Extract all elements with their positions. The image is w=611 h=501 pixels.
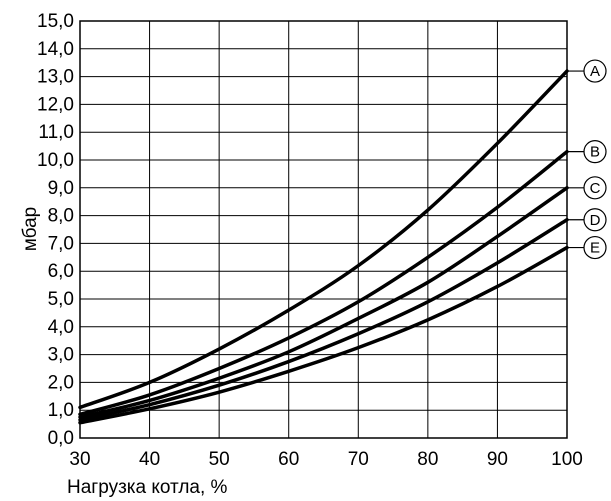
x-tick-label: 50: [209, 449, 230, 470]
y-tick-label: 6,0: [48, 261, 74, 282]
y-tick-label: 2,0: [48, 372, 74, 393]
y-tick-label: 0,0: [48, 428, 74, 449]
series-marker-circle: [583, 176, 607, 200]
y-tick-label: 12,0: [37, 94, 74, 115]
series-marker-circle: [583, 235, 607, 260]
y-tick-label: 10,0: [37, 150, 74, 171]
series-line-B: [78, 149, 569, 417]
x-tick-label: 90: [487, 449, 508, 470]
x-axis-label: Нагрузка котла, %: [67, 477, 228, 498]
series-line-D: [78, 218, 569, 422]
series-marker-label-C: C: [590, 180, 601, 197]
x-tick-label: 70: [348, 449, 369, 470]
y-tick-labels: 0,0 1,0 2,0 3,0 4,0 5,0 6,0 7,0 8,0 9,0 10,0 11,0 12…: [37, 11, 74, 449]
series-marker-circle: [583, 208, 607, 232]
series-marker-circle: [583, 59, 607, 83]
y-tick-label: 3,0: [48, 345, 74, 366]
series-marker-label-E: E: [590, 240, 600, 257]
x-tick-label: 100: [551, 449, 583, 470]
y-tick-label: 9,0: [48, 178, 74, 199]
series-layer: [78, 69, 569, 425]
series-line-E: [78, 245, 569, 425]
y-tick-label: 13,0: [37, 67, 74, 88]
y-tick-label: 14,0: [37, 39, 74, 60]
x-tick-label: 30: [69, 449, 90, 470]
y-tick-label: 11,0: [38, 122, 74, 143]
y-axis-label: мбар: [20, 207, 41, 251]
plot-frame: [79, 20, 568, 439]
x-tick-label: 40: [139, 449, 160, 470]
y-tick-label: 4,0: [48, 317, 74, 338]
x-tick-label: 80: [417, 449, 438, 470]
series-marker-label-D: D: [590, 212, 601, 229]
series-line-A: [78, 69, 569, 410]
x-tick-labels: 30 40 50 60 70 80 90 100: [69, 449, 582, 470]
series-marker-label-B: B: [590, 144, 600, 161]
x-tick-label: 60: [278, 449, 299, 470]
y-tick-label: 1,0: [48, 400, 74, 421]
series-marker-circle: [583, 140, 607, 164]
y-tick-label: 15,0: [37, 11, 74, 32]
y-tick-label: 5,0: [48, 289, 74, 310]
y-tick-label: 8,0: [48, 206, 74, 227]
series-line-C: [78, 186, 569, 419]
series-markers: A B CDE: [567, 59, 607, 260]
series-marker-label-A: A: [590, 63, 600, 80]
grid: [79, 20, 568, 439]
y-tick-label: 7,0: [48, 233, 74, 254]
